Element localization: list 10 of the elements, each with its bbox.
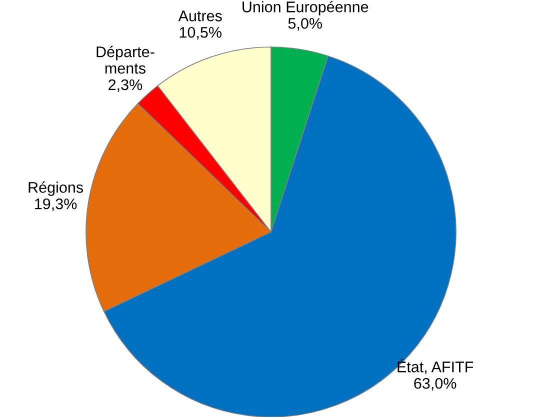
slice-label: Autres <box>178 10 222 22</box>
slice-label: Départe- ments <box>96 46 154 74</box>
slice-label: État, AFITF <box>398 358 474 374</box>
data-label: 5,0% <box>288 18 322 31</box>
data-label: 2,3% <box>108 79 142 92</box>
data-label: 63,0% <box>414 378 456 391</box>
slice-label: Union Européenne <box>242 0 368 16</box>
data-label: 19,3% <box>35 198 77 212</box>
data-label: 10,5% <box>180 26 222 40</box>
slice-label: Régions <box>28 181 84 196</box>
